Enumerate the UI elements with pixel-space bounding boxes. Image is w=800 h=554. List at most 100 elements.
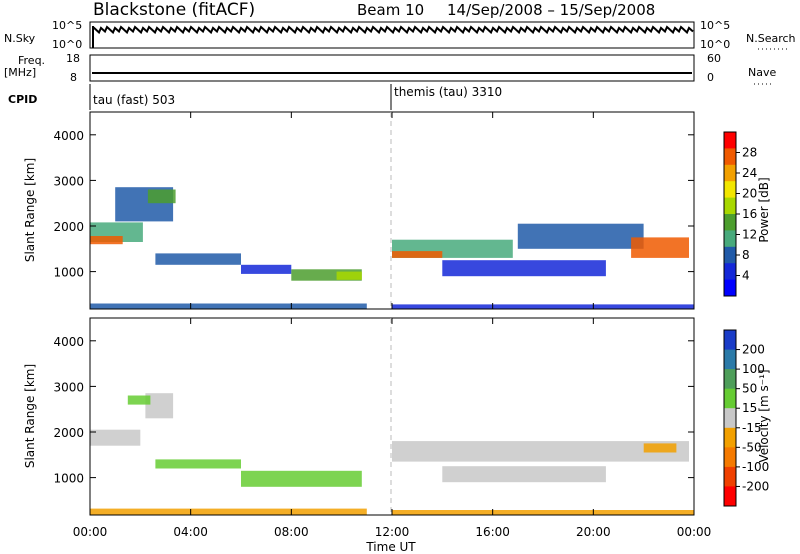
echo-band (147, 189, 176, 204)
colorbar-swatch (724, 132, 736, 149)
colorbar-tick-label: 8 (742, 248, 750, 262)
colorbar-tick-label: 4 (742, 269, 750, 283)
echo-band (90, 429, 141, 446)
colorbar-swatch (724, 349, 736, 370)
x-axis-label: Time UT (365, 540, 416, 554)
colorbar-tick-label: 50 (742, 382, 757, 396)
axes: 1000 2000 3000 4000 1000 2000 3000 4000 00:00 04:… (53, 112, 711, 539)
y-tick-label: 3000 (53, 174, 84, 188)
echo-band (392, 251, 443, 258)
power-panel (89, 111, 695, 310)
colorbar-tick-label: 200 (742, 343, 765, 357)
nsky-tick-bottom-right: 10^0 (700, 38, 730, 51)
colorbar-swatch (724, 230, 736, 248)
colorbar-tick-label: 15 (742, 401, 757, 415)
echo-band (291, 269, 362, 281)
colorbar-swatch (724, 447, 736, 468)
power-colorbar-label: Power [dB] (757, 177, 771, 242)
power-heatmap (90, 187, 694, 309)
colorbar-swatch (724, 279, 736, 297)
echo-band (631, 237, 689, 258)
colorbar-tick-label: -100 (742, 460, 769, 474)
x-tick-label: 20:00 (576, 525, 611, 539)
nsky-tick-top-left: 10^5 (52, 19, 82, 32)
y-tick-label: 2000 (53, 426, 84, 440)
colorbar-swatch (724, 214, 736, 231)
y-tick-label: 4000 (53, 129, 84, 143)
nsky-label: N.Sky (4, 32, 36, 45)
power-colorbar: 28 24 20 16 12 8 4 (723, 131, 757, 297)
colorbar-swatch (724, 181, 736, 199)
colorbar-swatch (724, 330, 736, 351)
beam-label: Beam 10 (357, 1, 424, 19)
y-tick-label: 1000 (53, 472, 84, 486)
colorbar-swatch (724, 466, 736, 487)
x-tick-label: 16:00 (475, 525, 510, 539)
cpid-mode-1: tau (fast) 503 (93, 93, 175, 107)
echo-band (643, 443, 677, 453)
x-tick-label: 00:00 (677, 525, 712, 539)
colorbar-frame (723, 329, 737, 507)
y-axis-label-velocity: Slant Range [km] (23, 364, 37, 468)
cpid-label: CPID (8, 93, 37, 106)
colorbar-tick-label: -15 (742, 421, 762, 435)
y-tick-label: 2000 (53, 220, 84, 234)
cpid-mode-2: themis (tau) 3310 (394, 85, 502, 99)
nsky-trace (92, 25, 694, 35)
colorbar-tick-label: 12 (742, 228, 757, 242)
colorbar-tick-label: -200 (742, 479, 769, 493)
colorbar-swatch (724, 408, 736, 429)
y-tick-label: 1000 (53, 266, 84, 280)
date-range: 14/Sep/2008 – 15/Sep/2008 (447, 1, 655, 19)
echo-band (392, 304, 694, 309)
colorbar-swatch (724, 164, 736, 182)
colorbar-tick-label: -50 (742, 440, 762, 454)
colorbar-swatch (724, 197, 736, 215)
velocity-colorbar: 200 100 50 15 -15 -50 -100 -200 (723, 329, 769, 507)
echo-band (241, 470, 362, 487)
echo-band (90, 236, 123, 245)
nsearch-label: N.Search (746, 32, 796, 45)
colorbar-swatch (724, 427, 736, 448)
y-axis-label-power: Slant Range [km] (23, 158, 37, 262)
nsky-tick-bottom-left: 10^0 (52, 38, 82, 51)
nave-label: Nave (748, 66, 776, 79)
colorbar-swatch (724, 148, 736, 166)
colorbar-tick-label: 16 (742, 207, 757, 221)
echo-band (517, 223, 644, 249)
freq-panel (89, 54, 695, 82)
colorbar-tick-label: 20 (742, 187, 757, 201)
colorbar-swatch (724, 369, 736, 390)
y-tick-label: 3000 (53, 380, 84, 394)
colorbar-swatch (724, 263, 736, 281)
y-tick-label: 4000 (53, 335, 84, 349)
echo-band (392, 510, 694, 515)
echo-band (241, 264, 292, 274)
x-tick-label: 08:00 (274, 525, 309, 539)
colorbar-swatch (724, 388, 736, 409)
nsky-tick-top-right: 10^5 (700, 19, 730, 32)
freq-tick-top-right: 60 (707, 52, 721, 65)
freq-tick-bottom-right: 0 (707, 71, 714, 84)
freq-tick-top-left: 18 (66, 52, 80, 65)
echo-band (442, 466, 606, 483)
echo-band (127, 395, 151, 405)
colorbar-swatch (724, 486, 736, 507)
freq-tick-bottom-left: 8 (70, 71, 77, 84)
nsky-panel (89, 21, 695, 49)
echo-band (90, 508, 367, 515)
echo-band (90, 303, 367, 309)
colorbar-tick-label: 24 (742, 166, 757, 180)
echo-band (336, 271, 362, 280)
colorbar-tick-label: 28 (742, 146, 757, 160)
x-tick-label: 12:00 (375, 525, 410, 539)
station-title: Blackstone (fitACF) (93, 0, 255, 20)
x-tick-label: 00:00 (73, 525, 108, 539)
echo-band (155, 253, 241, 265)
velocity-panel (89, 317, 695, 516)
freq-label-line1: Freq. (18, 54, 45, 67)
echo-band (392, 441, 689, 462)
echo-band (442, 260, 606, 277)
freq-label-line2: [MHz] (4, 66, 36, 79)
